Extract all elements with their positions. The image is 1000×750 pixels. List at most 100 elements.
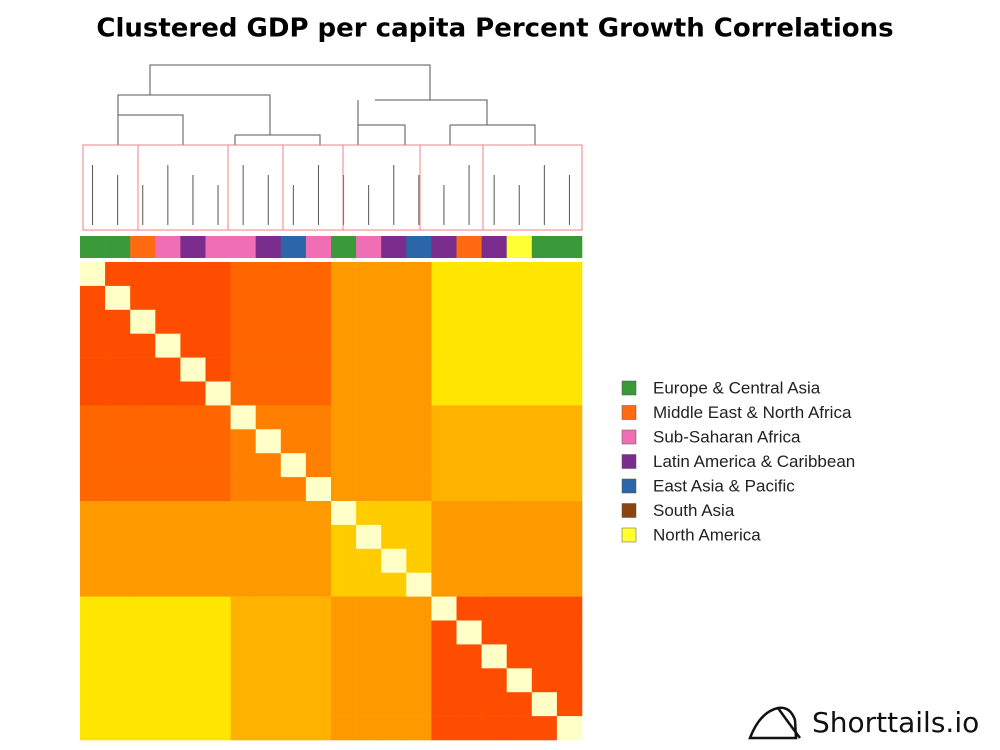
heat-cell <box>180 644 206 669</box>
group-band-cell <box>456 236 482 258</box>
heat-cell <box>230 357 256 382</box>
heat-cell <box>556 572 583 597</box>
heat-cell <box>255 596 282 621</box>
heat-cell <box>531 572 558 597</box>
heat-cell <box>305 309 332 334</box>
heat-cell <box>205 333 231 358</box>
group-band-cell <box>481 236 507 258</box>
heat-cell <box>506 429 533 454</box>
heat-cell <box>356 381 382 406</box>
heat-cell <box>381 333 407 358</box>
heat-cell <box>406 453 432 478</box>
heat-cell <box>130 644 156 669</box>
heat-cell <box>280 285 307 311</box>
heat-cell <box>205 309 231 334</box>
heat-cell <box>531 716 558 741</box>
heat-cell <box>230 596 256 621</box>
heat-cell <box>381 572 407 597</box>
heat-cell <box>305 596 332 621</box>
heat-cell <box>205 285 231 311</box>
heat-cell <box>130 620 156 645</box>
heat-cell <box>130 333 156 358</box>
heat-cell <box>381 285 407 311</box>
heat-cell <box>456 692 482 717</box>
heat-cell <box>80 501 106 526</box>
heat-cell <box>531 477 558 502</box>
heat-cell <box>155 548 181 573</box>
heat-cell <box>255 429 282 454</box>
heat-cell <box>431 477 457 502</box>
heat-cell <box>506 548 533 573</box>
heat-cell <box>356 477 382 502</box>
heat-cell <box>230 285 256 311</box>
heat-cell <box>130 429 156 454</box>
heat-cell <box>456 524 482 550</box>
heat-cell <box>80 285 106 311</box>
heat-cell <box>481 262 507 287</box>
heat-cell <box>431 572 457 597</box>
heat-cell <box>305 644 332 669</box>
legend-swatch <box>621 454 637 469</box>
heat-cell <box>180 477 206 502</box>
heat-cell <box>105 285 131 311</box>
heat-cell <box>105 644 131 669</box>
heat-cell <box>180 692 206 717</box>
brand-name: Shorttails.io <box>812 706 979 739</box>
heat-cell <box>431 333 457 358</box>
heat-cell <box>155 644 181 669</box>
group-band-cell <box>381 236 407 258</box>
heat-cell <box>155 429 181 454</box>
heat-cell <box>381 453 407 478</box>
heat-cell <box>506 405 533 430</box>
heat-cell <box>406 429 432 454</box>
heat-cell <box>556 668 583 693</box>
heat-cell <box>481 285 507 311</box>
heat-cell <box>205 572 231 597</box>
heat-cell <box>205 501 231 526</box>
heat-cell <box>481 716 507 741</box>
heat-cell <box>80 620 106 645</box>
legend-label: Sub-Saharan Africa <box>653 427 801 446</box>
heat-cell <box>431 596 457 621</box>
heat-cell <box>155 381 181 406</box>
heat-cell <box>155 477 181 502</box>
heat-cell <box>305 548 332 573</box>
heat-cell <box>431 285 457 311</box>
heat-cell <box>406 644 432 669</box>
heat-cell <box>255 477 282 502</box>
heat-cell <box>130 716 156 741</box>
heat-cell <box>531 285 558 311</box>
heat-cell <box>456 333 482 358</box>
cluster-box <box>482 144 583 231</box>
heat-cell <box>130 262 156 287</box>
heat-cell <box>356 668 382 693</box>
heat-cell <box>531 501 558 526</box>
heat-cell <box>381 524 407 550</box>
heat-cell <box>180 524 206 550</box>
heat-cell <box>506 668 533 693</box>
heat-cell <box>356 572 382 597</box>
heat-cell <box>205 262 231 287</box>
heat-cell <box>180 405 206 430</box>
heat-cell <box>305 333 332 358</box>
heat-cell <box>305 285 332 311</box>
heat-cell <box>80 357 106 382</box>
heat-cell <box>356 716 382 741</box>
cluster-box <box>419 144 484 231</box>
heat-cell <box>506 620 533 645</box>
heat-cell <box>255 285 282 311</box>
heat-cell <box>280 262 307 287</box>
heat-cell <box>406 692 432 717</box>
legend-label: North America <box>653 525 761 544</box>
heat-cell <box>431 620 457 645</box>
heat-cell <box>180 262 206 287</box>
heat-cell <box>155 357 181 382</box>
heat-cell <box>456 477 482 502</box>
heat-cell <box>406 381 432 406</box>
heat-cell <box>406 716 432 741</box>
heat-cell <box>506 692 533 717</box>
heat-cell <box>130 501 156 526</box>
heat-cell <box>180 333 206 358</box>
heat-cell <box>205 357 231 382</box>
heat-cell <box>381 620 407 645</box>
